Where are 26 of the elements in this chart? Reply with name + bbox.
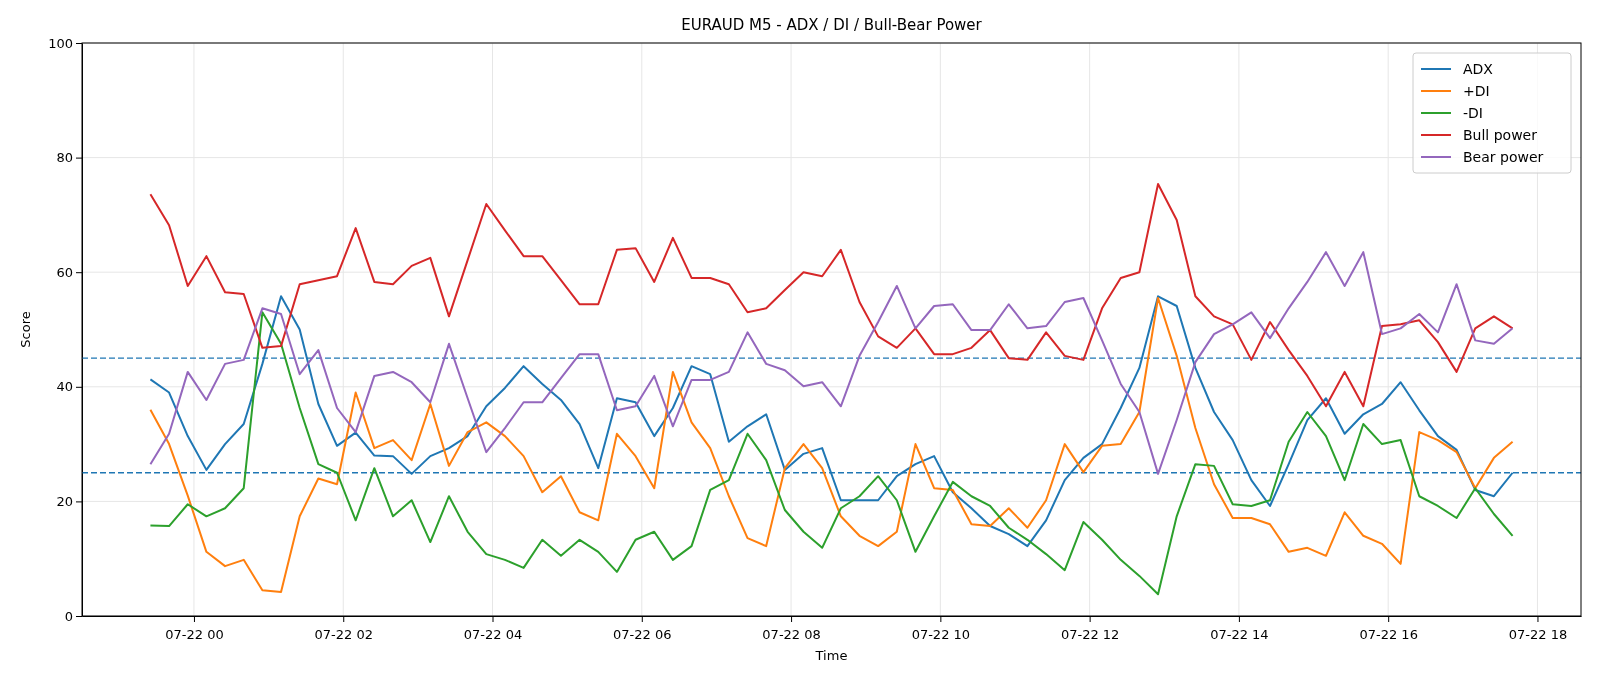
legend-label: +DI <box>1463 83 1490 99</box>
x-tick-label: 07-22 16 <box>1359 627 1418 643</box>
x-tick-label: 07-22 06 <box>613 627 672 643</box>
x-tick-label: 07-22 10 <box>911 627 971 643</box>
legend-label: Bull power <box>1463 127 1538 143</box>
y-tick-label: 80 <box>56 150 73 166</box>
y-tick-label: 100 <box>48 35 73 51</box>
x-tick-label: 07-22 14 <box>1210 627 1269 643</box>
chart-title: EURAUD M5 - ADX / DI / Bull-Bear Power <box>681 16 983 34</box>
y-tick-label: 0 <box>64 608 73 624</box>
x-tick-label: 07-22 02 <box>314 627 373 643</box>
line-series <box>149 251 1514 475</box>
x-tick-label: 07-22 08 <box>762 627 821 643</box>
x-tick-label: 07-22 12 <box>1060 627 1120 643</box>
x-tick-label: 07-22 00 <box>165 627 224 643</box>
x-axis-title: Time <box>814 648 848 663</box>
y-tick-label: 60 <box>56 264 73 280</box>
x-tick-label: 07-22 04 <box>463 627 523 643</box>
line-series <box>149 182 1514 408</box>
y-axis-title: Score <box>18 311 33 348</box>
legend-label: -DI <box>1463 105 1483 121</box>
legend-label: Bear power <box>1463 149 1544 165</box>
y-tick-label: 20 <box>56 494 73 510</box>
x-tick-label: 07-22 18 <box>1508 627 1568 643</box>
legend-label: ADX <box>1463 61 1494 77</box>
y-tick-label: 40 <box>56 379 73 395</box>
